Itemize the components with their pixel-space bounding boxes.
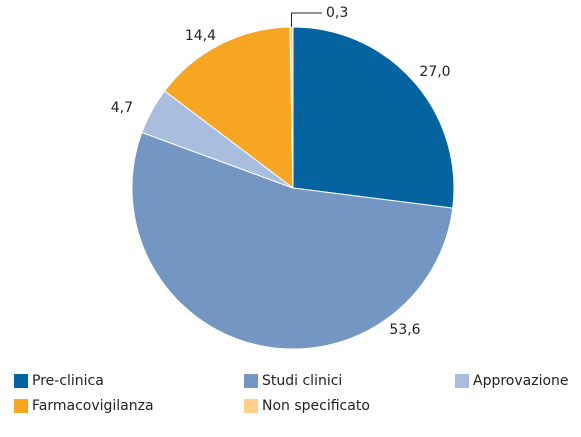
legend-swatch [244,399,258,413]
data-label: 0,3 [326,5,348,21]
legend-swatch [455,374,469,388]
data-label: 14,4 [185,28,216,44]
legend-label: Farmacovigilanza [32,398,154,414]
data-label: 27,0 [419,64,450,80]
legend-label: Approvazione [473,373,569,389]
legend-label: Pre-clinica [32,373,104,389]
legend-swatch [14,399,28,413]
legend-swatch [14,374,28,388]
data-label: 4,7 [111,100,133,116]
leader-line [290,12,322,28]
pie-slice [292,26,455,209]
pie-slice [163,26,294,190]
pie-slice [131,131,454,350]
legend-label: Non specificato [262,398,370,414]
legend-swatch [244,374,258,388]
data-label: 53,6 [389,322,420,338]
legend-label: Studi clinici [262,373,342,389]
